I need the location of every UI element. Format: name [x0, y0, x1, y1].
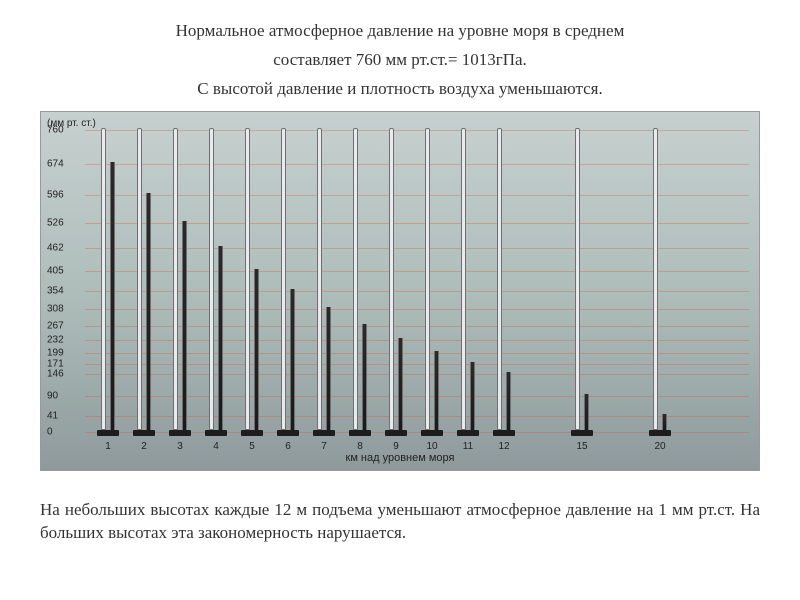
- header-line-2: составляет 760 мм рт.ст.= 1013гПа.: [40, 49, 760, 72]
- pressure-chart: (мм рт. ст.) 760674596526462405354308267…: [40, 111, 760, 471]
- tube-icon: [497, 128, 502, 430]
- mercury-column: [146, 193, 151, 430]
- mercury-column: [182, 221, 187, 430]
- x-tick-label: 10: [426, 441, 437, 452]
- tube-icon: [575, 128, 580, 430]
- y-tick-label: 760: [47, 124, 64, 135]
- mercury-column: [362, 324, 367, 430]
- y-tick-label: 41: [47, 410, 58, 421]
- tube-base: [97, 430, 119, 436]
- bars-area: 1234567891011121520: [91, 130, 749, 430]
- tube-icon: [101, 128, 106, 430]
- x-tick-label: 8: [357, 441, 363, 452]
- tube-base: [277, 430, 299, 436]
- tube-icon: [209, 128, 214, 430]
- footer-paragraph: На небольших высотах каждые 12 м подъема…: [40, 499, 760, 545]
- y-tick-label: 674: [47, 158, 64, 169]
- tube-base: [385, 430, 407, 436]
- header-line-3: С высотой давление и плотность воздуха у…: [40, 78, 760, 101]
- tube-base: [133, 430, 155, 436]
- y-tick-label: 405: [47, 265, 64, 276]
- x-tick-label: 9: [393, 441, 399, 452]
- tube-base: [241, 430, 263, 436]
- tube-base: [313, 430, 335, 436]
- mercury-column: [326, 307, 331, 429]
- x-axis-title: км над уровнем моря: [41, 452, 759, 464]
- mercury-column: [254, 269, 259, 430]
- y-tick-label: 0: [47, 426, 53, 437]
- x-tick-label: 15: [576, 441, 587, 452]
- tube-icon: [653, 128, 658, 430]
- mercury-column: [506, 372, 511, 430]
- x-tick-label: 5: [249, 441, 255, 452]
- mercury-column: [470, 362, 475, 430]
- tube-base: [421, 430, 443, 436]
- x-tick-label: 11: [463, 441, 473, 452]
- tube-base: [571, 430, 593, 436]
- y-tick-label: 354: [47, 286, 64, 297]
- x-tick-label: 6: [285, 441, 291, 452]
- y-tick-label: 526: [47, 217, 64, 228]
- tube-base: [457, 430, 479, 436]
- tube-icon: [353, 128, 358, 430]
- y-tick-label: 90: [47, 391, 58, 402]
- y-tick-label: 232: [47, 334, 64, 345]
- x-tick-label: 4: [213, 441, 219, 452]
- mercury-column: [290, 289, 295, 430]
- tube-icon: [137, 128, 142, 430]
- tube-base: [205, 430, 227, 436]
- tube-base: [493, 430, 515, 436]
- mercury-column: [110, 162, 115, 430]
- x-tick-label: 7: [321, 441, 327, 452]
- y-tick-label: 596: [47, 189, 64, 200]
- mercury-column: [434, 351, 439, 430]
- x-tick-label: 1: [105, 441, 111, 452]
- mercury-column: [584, 394, 589, 430]
- y-tick-label: 199: [47, 347, 64, 358]
- tube-icon: [317, 128, 322, 430]
- header-line-1: Нормальное атмосферное давление на уровн…: [40, 20, 760, 43]
- x-tick-label: 20: [654, 441, 665, 452]
- x-tick-label: 3: [177, 441, 183, 452]
- tube-base: [169, 430, 191, 436]
- tube-icon: [173, 128, 178, 430]
- x-tick-label: 2: [141, 441, 147, 452]
- tube-icon: [281, 128, 286, 430]
- tube-icon: [425, 128, 430, 430]
- mercury-column: [662, 414, 667, 430]
- mercury-column: [218, 246, 223, 430]
- tube-icon: [461, 128, 466, 430]
- tube-base: [649, 430, 671, 436]
- mercury-column: [398, 338, 403, 430]
- x-tick-label: 12: [498, 441, 509, 452]
- tube-icon: [389, 128, 394, 430]
- y-tick-label: 267: [47, 320, 64, 331]
- tube-icon: [245, 128, 250, 430]
- y-tick-label: 462: [47, 243, 64, 254]
- y-tick-label: 308: [47, 304, 64, 315]
- y-tick-label: 146: [47, 368, 64, 379]
- tube-base: [349, 430, 371, 436]
